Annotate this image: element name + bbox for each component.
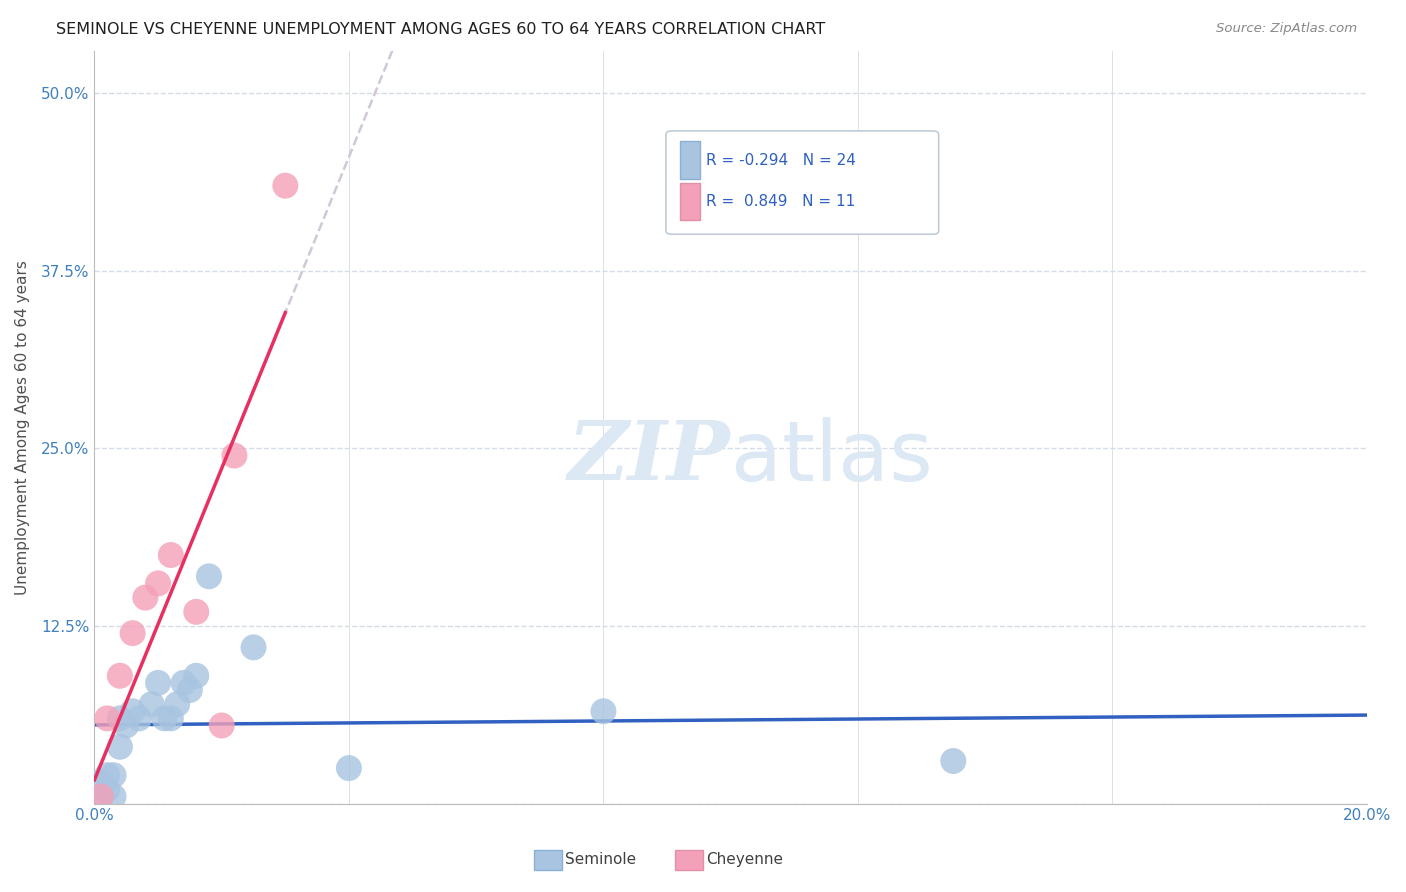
Text: R =  0.849   N = 11: R = 0.849 N = 11 [706, 194, 856, 209]
Text: ZIP: ZIP [568, 417, 731, 497]
Point [121, 704, 143, 718]
Point [179, 683, 201, 698]
Point [115, 718, 138, 732]
Point [224, 449, 246, 463]
Point [242, 640, 264, 655]
Point [153, 711, 176, 725]
Point [108, 711, 131, 725]
Point [90, 789, 112, 804]
Point [166, 697, 188, 711]
Point [96, 782, 118, 797]
Point [146, 676, 169, 690]
Point [592, 704, 614, 718]
Point [90, 789, 112, 804]
Point [134, 591, 156, 605]
Point [96, 711, 118, 725]
Y-axis label: Unemployment Among Ages 60 to 64 years: Unemployment Among Ages 60 to 64 years [15, 260, 30, 595]
Point [337, 761, 360, 775]
Text: Cheyenne: Cheyenne [706, 853, 783, 867]
Point [274, 178, 297, 193]
Point [90, 775, 112, 789]
Point [159, 711, 181, 725]
Text: Source: ZipAtlas.com: Source: ZipAtlas.com [1216, 22, 1357, 36]
Point [108, 739, 131, 754]
Point [146, 576, 169, 591]
Text: SEMINOLE VS CHEYENNE UNEMPLOYMENT AMONG AGES 60 TO 64 YEARS CORRELATION CHART: SEMINOLE VS CHEYENNE UNEMPLOYMENT AMONG … [56, 22, 825, 37]
Point [942, 754, 965, 768]
Point [159, 548, 181, 562]
Point [96, 768, 118, 782]
Point [198, 569, 221, 583]
Point [173, 676, 195, 690]
Point [186, 605, 208, 619]
Text: R = -0.294   N = 24: R = -0.294 N = 24 [706, 153, 856, 168]
Point [141, 697, 163, 711]
Point [128, 711, 150, 725]
Point [108, 669, 131, 683]
Point [121, 626, 143, 640]
Text: Seminole: Seminole [565, 853, 637, 867]
Point [103, 789, 125, 804]
Text: atlas: atlas [731, 417, 932, 498]
Point [103, 768, 125, 782]
Point [186, 669, 208, 683]
Point [211, 718, 233, 732]
